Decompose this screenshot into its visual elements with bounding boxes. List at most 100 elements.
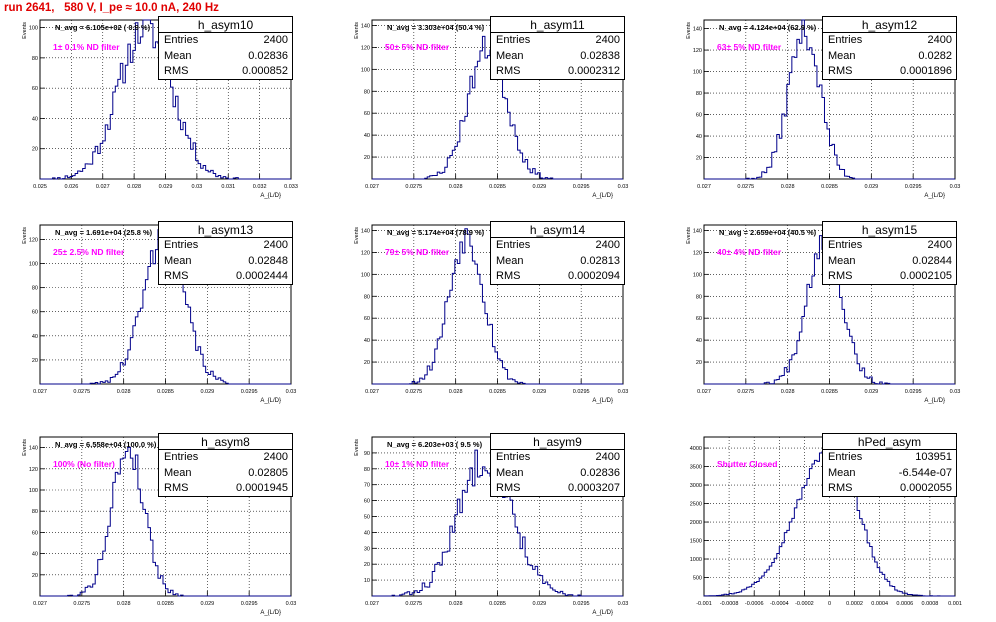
x-tick-label: 0.027 — [96, 184, 110, 190]
y-tick-label: 30 — [364, 546, 370, 552]
y-tick-label: 120 — [361, 250, 370, 256]
stats-mean: Mean 0.02805 — [159, 466, 292, 482]
x-tick-label: 0.026 — [64, 184, 78, 190]
x-tick-label: 0.03 — [618, 389, 629, 395]
y-tick-label: 60 — [364, 316, 370, 322]
stats-entries-value: 2400 — [595, 451, 620, 463]
y-tick-label: 60 — [696, 113, 702, 119]
stats-mean-label: Mean — [496, 49, 524, 62]
histogram-h_asym12: 0.027 0.0275 0.028 0.0285 0.029 0.0295 0.03 20 4… — [686, 19, 961, 199]
stats-mean-value: 0.02844 — [912, 254, 952, 267]
x-tick-label: -0.0004 — [770, 601, 789, 607]
y-tick-label: 140 — [693, 27, 702, 33]
stats-entries-value: 2400 — [595, 239, 620, 251]
x-tick-label: 0.0004 — [871, 601, 888, 607]
stats-entries: Entries 103951 — [823, 450, 956, 466]
x-tick-label: 0.0275 — [405, 389, 422, 395]
x-tick-label: 0.0275 — [73, 601, 90, 607]
x-tick-label: 0.03 — [950, 184, 961, 190]
y-tick-label: 20 — [364, 155, 370, 161]
x-tick-label: 0.0002 — [846, 601, 863, 607]
stats-entries-label: Entries — [828, 451, 863, 463]
navg-label: N_avg = 1.691e+04 (25.8 %) — [55, 228, 153, 237]
stats-rms: RMS 0.0001896 — [823, 64, 956, 80]
stats-rms-value: 0.0001945 — [236, 482, 288, 494]
y-tick-label: 40 — [696, 134, 702, 140]
filter-annotation: 10± 1% ND filter — [385, 459, 450, 469]
y-tick-label: 80 — [364, 89, 370, 95]
stats-box: h_asym10 Entries 2400 Mean 0.02836 RMS 0.00085… — [158, 16, 293, 80]
x-tick-label: 0.0275 — [737, 389, 754, 395]
y-tick-label: 3000 — [690, 483, 702, 489]
x-tick-label: -0.0008 — [720, 601, 739, 607]
stats-mean-value: 0.02805 — [248, 466, 288, 479]
y-tick-label: 60 — [364, 111, 370, 117]
x-tick-label: 0.0295 — [573, 389, 590, 395]
stats-rms-label: RMS — [496, 65, 521, 77]
x-tick-label: 0.0285 — [489, 601, 506, 607]
stats-mean: Mean -6.544e-07 — [823, 466, 956, 482]
y-tick-label: 500 — [693, 576, 702, 582]
stats-mean: Mean 0.0282 — [823, 49, 956, 65]
stats-entries-label: Entries — [828, 239, 863, 251]
stats-mean-value: 0.02838 — [580, 49, 620, 62]
y-tick-label: 80 — [364, 294, 370, 300]
x-tick-label: 0.03 — [192, 184, 203, 190]
stats-title: h_asym11 — [491, 17, 624, 33]
y-tick-label: 100 — [693, 70, 702, 76]
x-tick-label: 0.032 — [253, 184, 267, 190]
x-tick-label: 0.028 — [449, 601, 463, 607]
x-tick-label: 0.0295 — [905, 389, 922, 395]
filter-annotation: 25± 2.5% ND filter — [53, 247, 125, 257]
x-tick-label: 0.0275 — [737, 184, 754, 190]
x-tick-label: 0.029 — [200, 601, 214, 607]
filter-annotation: Shutter Closed — [717, 459, 777, 469]
y-axis-label: Events — [686, 22, 692, 39]
x-tick-label: -0.0006 — [745, 601, 764, 607]
stats-entries-label: Entries — [496, 34, 531, 46]
y-tick-label: 120 — [693, 250, 702, 256]
stats-entries-label: Entries — [496, 239, 531, 251]
x-tick-label: 0.029 — [532, 389, 546, 395]
stats-mean-value: 0.0282 — [918, 49, 952, 62]
stats-rms-value: 0.0001896 — [900, 65, 952, 77]
y-tick-label: 40 — [696, 338, 702, 344]
x-tick-label: 0.03 — [286, 601, 297, 607]
stats-entries: Entries 2400 — [159, 33, 292, 49]
filter-annotation: 100% (No filter) — [53, 459, 115, 469]
y-tick-label: 40 — [364, 338, 370, 344]
x-tick-label: 0.0295 — [241, 389, 258, 395]
x-tick-label: 0.027 — [33, 601, 47, 607]
x-axis-label: A_{L/D} — [260, 398, 281, 404]
stats-mean-value: -6.544e-07 — [898, 466, 952, 479]
y-tick-label: 80 — [696, 294, 702, 300]
y-axis-label: Events — [354, 22, 360, 39]
stats-entries-value: 2400 — [263, 239, 288, 251]
stats-mean-label: Mean — [828, 466, 856, 479]
stats-entries: Entries 2400 — [159, 450, 292, 466]
stats-box: h_asym14 Entries 2400 Mean 0.02813 RMS 0.00020… — [490, 221, 625, 285]
stats-rms: RMS 0.0003207 — [491, 481, 624, 497]
x-tick-label: 0.0275 — [405, 184, 422, 190]
x-tick-label: 0.03 — [618, 184, 629, 190]
stats-entries: Entries 2400 — [491, 450, 624, 466]
stats-mean: Mean 0.02813 — [491, 254, 624, 270]
x-tick-label: 0.027 — [365, 184, 379, 190]
y-tick-label: 140 — [693, 228, 702, 234]
y-tick-label: 40 — [364, 530, 370, 536]
stats-rms-value: 0.0003207 — [568, 482, 620, 494]
y-axis-label: Events — [22, 22, 28, 39]
y-axis-label: Events — [354, 227, 360, 244]
stats-mean: Mean 0.02836 — [159, 49, 292, 65]
y-tick-label: 100 — [29, 488, 38, 494]
filter-annotation: 50± 5% ND filter — [385, 42, 450, 52]
x-tick-label: 0.029 — [159, 184, 173, 190]
y-tick-label: 100 — [361, 67, 370, 73]
stats-title: h_asym14 — [491, 222, 624, 238]
stats-mean: Mean 0.02844 — [823, 254, 956, 270]
stats-entries: Entries 2400 — [823, 33, 956, 49]
y-tick-label: 60 — [364, 499, 370, 505]
y-tick-label: 80 — [32, 509, 38, 515]
stats-mean-label: Mean — [828, 254, 856, 267]
x-tick-label: 0.0275 — [405, 601, 422, 607]
